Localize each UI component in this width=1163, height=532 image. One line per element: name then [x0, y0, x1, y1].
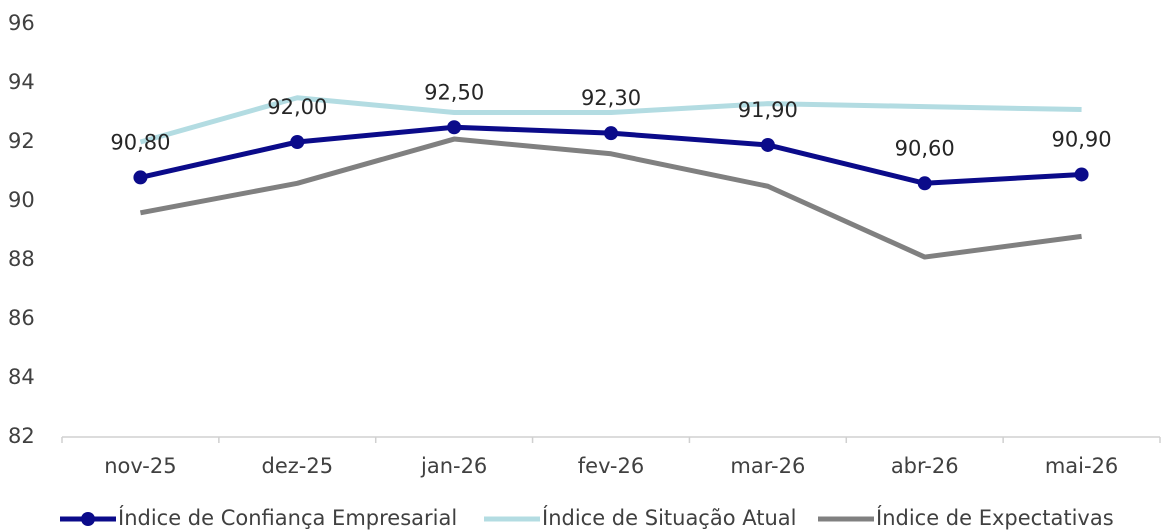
y-tick-label: 82 [8, 424, 35, 448]
point [917, 176, 932, 191]
y-tick-label: 90 [8, 188, 35, 212]
legend-label: Índice de Confiança Empresarial [118, 505, 457, 530]
point [447, 120, 462, 135]
x-tick-label: mar-26 [730, 454, 805, 478]
y-tick-label: 96 [8, 11, 35, 35]
y-tick-label: 86 [8, 306, 35, 330]
series-line [139, 95, 1082, 145]
point [760, 137, 775, 152]
point [1074, 167, 1089, 182]
series-line [139, 136, 1082, 260]
x-tick-label: mai-26 [1045, 454, 1118, 478]
point [290, 135, 305, 149]
y-tick-label: 88 [8, 247, 35, 271]
y-tick-label: 84 [8, 365, 35, 389]
legend-marker [81, 512, 95, 526]
y-tick-label: 94 [8, 70, 35, 94]
value-label: 91,90 [738, 98, 798, 122]
value-label: 90,80 [110, 130, 170, 154]
point [604, 126, 618, 141]
value-label: 92,30 [581, 86, 641, 110]
value-label: 90,90 [1052, 127, 1112, 151]
legend-label: Índice de Expectativas [876, 505, 1114, 530]
x-tick-label: dez-25 [261, 454, 333, 478]
point [133, 170, 148, 185]
x-tick-label: jan-26 [420, 454, 487, 478]
value-label: 92,00 [267, 95, 327, 119]
value-label: 92,50 [424, 80, 484, 104]
legend-label: Índice de Situação Atual [542, 505, 797, 530]
y-tick-label: 92 [8, 129, 35, 153]
x-tick-label: fev-26 [578, 454, 644, 478]
value-label: 90,60 [895, 136, 955, 160]
x-tick-label: nov-25 [104, 454, 176, 478]
x-tick-label: abr-26 [891, 454, 959, 478]
